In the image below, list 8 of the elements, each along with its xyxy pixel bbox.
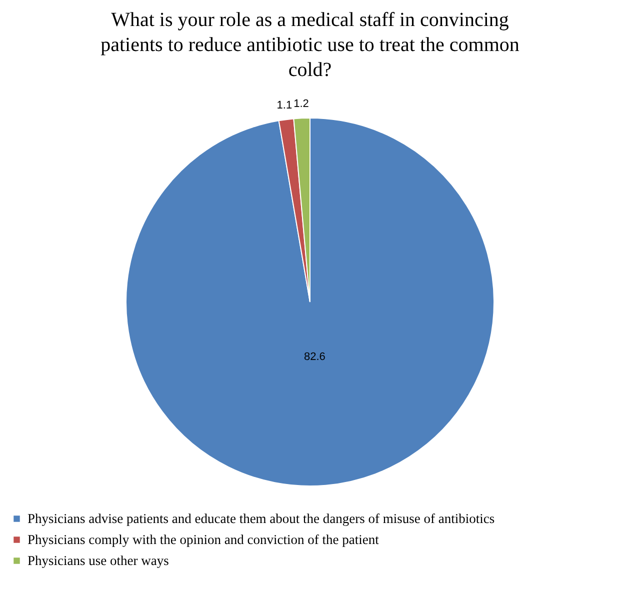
chart-title: What is your role as a medical staff in convincing patients to reduce antibiotic use to treat the common cold?: [100, 9, 520, 82]
legend-label: Physicians use other ways: [28, 552, 169, 568]
data-label: 82.6: [304, 351, 326, 363]
data-label: 1.1: [276, 100, 292, 112]
pie-slice: [126, 118, 494, 486]
legend-label: Physicians comply with the opinion and conviction of the patient: [28, 532, 380, 547]
data-label: 1.2: [294, 98, 309, 110]
legend-label: Physicians advise patients and educate them about the dangers of misuse of antibiotics: [28, 510, 495, 526]
